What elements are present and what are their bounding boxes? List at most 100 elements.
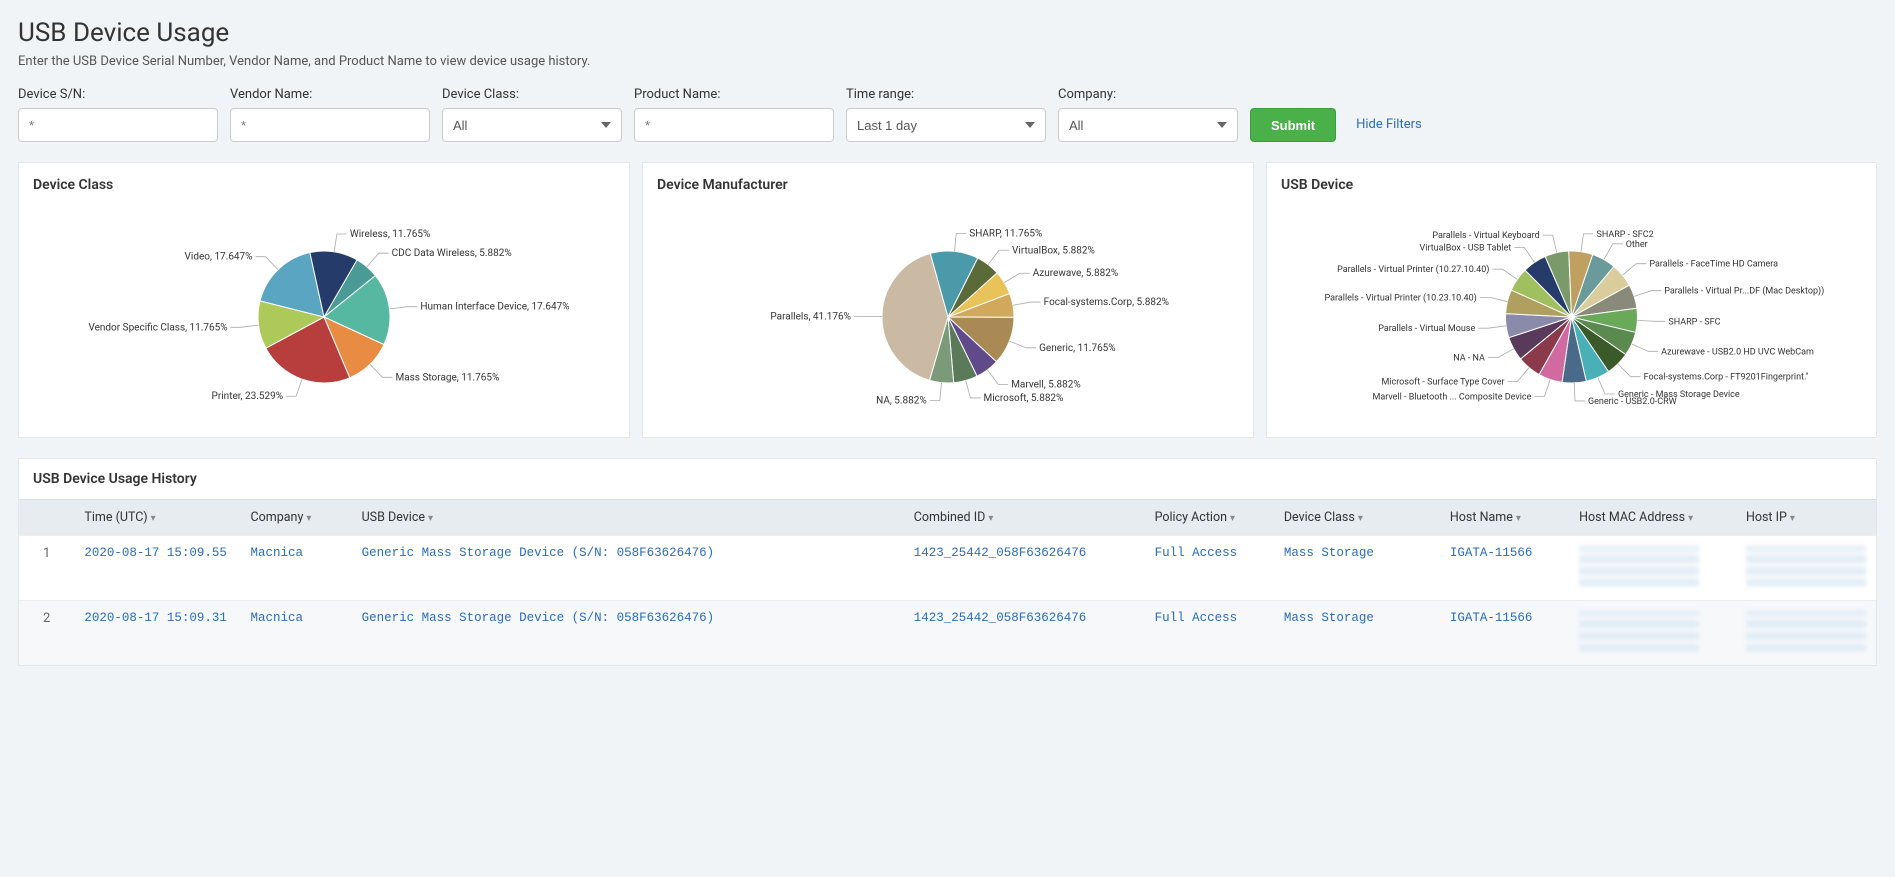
pie-label: Azurewave - USB2.0 HD UVC WebCam [1661,347,1814,357]
device-class-chart-card: Device Class CDC Data Wireless, 5.882%Hu… [18,162,630,438]
pie-label: Generic, 11.765% [1039,343,1116,354]
product-name-input[interactable] [634,108,834,142]
pie-label: Microsoft - Surface Type Cover [1381,377,1504,387]
pie-label: Microsoft, 5.882% [983,392,1063,404]
sort-icon: ▾ [1230,513,1235,524]
usb-device-chart-title: USB Device [1281,177,1862,193]
redacted-value [1579,546,1699,586]
cell-host[interactable]: IGATA-11566 [1440,601,1569,666]
device-sn-input[interactable] [18,108,218,142]
pie-label: Focal-systems.Corp, 5.882% [1044,297,1169,308]
pie-label: Parallels - Virtual Printer (10.27.10.40… [1337,264,1489,275]
column-header-ip[interactable]: Host IP▾ [1736,500,1876,536]
sort-icon: ▾ [1358,513,1363,524]
device-sn-label: Device S/N: [18,87,218,102]
cell-mac[interactable] [1569,601,1736,666]
filter-bar: Device S/N: Vendor Name: Device Class: A… [18,87,1877,142]
pie-label: Mass Storage, 11.765% [395,372,499,383]
pie-label: NA - NA [1453,354,1485,364]
time-range-label: Time range: [846,87,1046,102]
usb-device-chart-card: USB Device Parallels - FaceTime HD Camer… [1266,162,1877,438]
column-header-time[interactable]: Time (UTC)▾ [74,500,240,536]
time-range-select[interactable]: Last 1 day [846,108,1046,142]
cell-device[interactable]: Generic Mass Storage Device (S/N: 058F63… [352,536,904,601]
pie-label: Azurewave, 5.882% [1033,268,1119,279]
company-filter-label: Company: [1058,87,1238,102]
cell-company[interactable]: Macnica [241,536,352,601]
column-header-combined[interactable]: Combined ID▾ [904,500,1145,536]
sort-icon: ▾ [1790,513,1795,524]
pie-label: Parallels - Virtual Mouse [1378,324,1475,334]
cell-time[interactable]: 2020-08-17 15:09.31 [74,601,240,666]
pie-label: Focal-systems.Corp - FT9201Fingerprint." [1644,373,1809,383]
usb-device-chart: Parallels - FaceTime HD Camera Parallels … [1281,203,1862,423]
cell-host[interactable]: IGATA-11566 [1440,536,1569,601]
redacted-value [1746,546,1866,586]
page-title: USB Device Usage [18,18,1877,48]
table-row: 22020-08-17 15:09.31MacnicaGeneric Mass … [19,601,1876,666]
cell-device[interactable]: Generic Mass Storage Device (S/N: 058F63… [352,601,904,666]
pie-label: Wireless, 11.765% [350,229,430,240]
sort-icon: ▾ [988,513,993,524]
column-header-rownum[interactable] [19,500,74,536]
pie-label: NA, 5.882% [876,396,927,407]
pie-label: Marvell, 5.882% [1011,379,1080,390]
column-header-device[interactable]: USB Device▾ [352,500,904,536]
device-class-select[interactable]: All [442,108,622,142]
history-section: USB Device Usage History Time (UTC)▾Comp… [18,458,1877,666]
sort-icon: ▾ [1688,513,1693,524]
cell-rownum: 1 [19,536,74,601]
cell-policy[interactable]: Full Access [1145,536,1274,601]
column-header-mac[interactable]: Host MAC Address▾ [1569,500,1736,536]
pie-label: Marvell - Bluetooth ... Composite Device [1372,393,1531,403]
pie-label: Other [1626,240,1648,250]
cell-ip[interactable] [1736,536,1876,601]
column-header-policy[interactable]: Policy Action▾ [1145,500,1274,536]
device-class-chart-title: Device Class [33,177,615,193]
pie-label: Printer, 23.529% [212,391,284,402]
cell-rownum: 2 [19,601,74,666]
cell-time[interactable]: 2020-08-17 15:09.55 [74,536,240,601]
cell-mac[interactable] [1569,536,1736,601]
sort-icon: ▾ [151,513,156,524]
pie-label: VirtualBox - USB Tablet [1420,243,1512,253]
device-manufacturer-chart-title: Device Manufacturer [657,177,1239,193]
pie-label: Video, 17.647% [185,252,253,263]
vendor-name-input[interactable] [230,108,430,142]
cell-class[interactable]: Mass Storage [1274,601,1440,666]
submit-button[interactable]: Submit [1250,108,1336,142]
pie-label: Parallels - Virtual Printer (10.23.10.40… [1324,292,1476,303]
sort-icon: ▾ [428,513,433,524]
device-manufacturer-chart-card: Device Manufacturer Azurewave, 5.882% Foc… [642,162,1254,438]
redacted-value [1579,611,1699,651]
cell-combined[interactable]: 1423_25442_058F63626476 [904,536,1145,601]
redacted-value [1746,611,1866,651]
pie-label: SHARP - SFC2 [1597,230,1654,240]
cell-combined[interactable]: 1423_25442_058F63626476 [904,601,1145,666]
product-name-label: Product Name: [634,87,834,102]
pie-label: Parallels - FaceTime HD Camera [1649,260,1778,270]
column-header-company[interactable]: Company▾ [241,500,352,536]
column-header-host[interactable]: Host Name▾ [1440,500,1569,536]
pie-label: Vendor Specific Class, 11.765% [88,321,227,333]
pie-label: SHARP - SFC [1668,317,1720,327]
cell-class[interactable]: Mass Storage [1274,536,1440,601]
history-header-row: Time (UTC)▾Company▾USB Device▾Combined I… [19,500,1876,536]
cell-company[interactable]: Macnica [241,601,352,666]
device-class-chart: CDC Data Wireless, 5.882%Human Interface… [33,203,615,423]
hide-filters-link[interactable]: Hide Filters [1356,108,1422,142]
page-subtitle: Enter the USB Device Serial Number, Vend… [18,54,1877,69]
sort-icon: ▾ [306,513,311,524]
charts-row: Device Class CDC Data Wireless, 5.882%Hu… [18,162,1877,438]
cell-policy[interactable]: Full Access [1145,601,1274,666]
pie-label: SHARP, 11.765% [969,228,1042,239]
column-header-class[interactable]: Device Class▾ [1274,500,1440,536]
cell-ip[interactable] [1736,601,1876,666]
pie-label: Parallels - Virtual Keyboard [1432,231,1539,241]
company-select[interactable]: All [1058,108,1238,142]
pie-label: Parallels, 41.176% [770,311,851,322]
sort-icon: ▾ [1516,513,1521,524]
pie-label: Human Interface Device, 17.647% [420,301,569,313]
table-row: 12020-08-17 15:09.55MacnicaGeneric Mass … [19,536,1876,601]
pie-label: Parallels - Virtual Pr...DF (Mac Desktop… [1664,286,1824,297]
